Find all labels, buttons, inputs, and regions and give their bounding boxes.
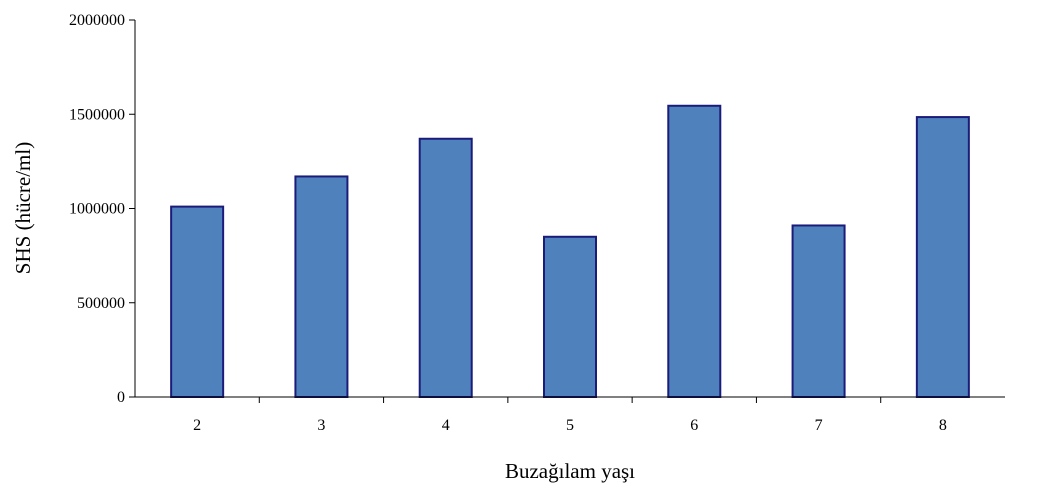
bar-5: [543, 235, 597, 398]
bar-3: [294, 175, 349, 398]
x-tick-label-4: 4: [442, 417, 450, 434]
y-tick-label-2000000: 2000000: [69, 12, 125, 29]
bar-2: [170, 205, 225, 398]
y-tick-label-0: 0: [117, 389, 125, 406]
y-tick-label-1000000: 1000000: [69, 201, 125, 218]
bar-8: [915, 116, 970, 398]
x-tick-label-6: 6: [690, 417, 698, 434]
y-axis-label: SHS (hücre/ml): [11, 142, 35, 274]
y-tick-label-500000: 500000: [77, 295, 125, 312]
x-tick-label-5: 5: [566, 417, 574, 434]
bars-group: [170, 104, 970, 399]
x-tick-label-8: 8: [939, 417, 947, 434]
bar-4: [418, 137, 473, 398]
bar-6: [667, 104, 722, 399]
x-tick-label-2: 2: [193, 417, 201, 434]
x-axis-ticks: 2 3 4 5 6 7 8: [193, 397, 947, 434]
x-axis-label: Buzağılam yaşı: [505, 459, 635, 483]
x-tick-label-3: 3: [317, 417, 325, 434]
bar-7: [791, 224, 846, 398]
x-tick-label-7: 7: [815, 417, 823, 434]
y-tick-label-1500000: 1500000: [69, 106, 125, 123]
y-axis-ticks: 0 500000 1000000 1500000 2000000: [69, 12, 135, 406]
